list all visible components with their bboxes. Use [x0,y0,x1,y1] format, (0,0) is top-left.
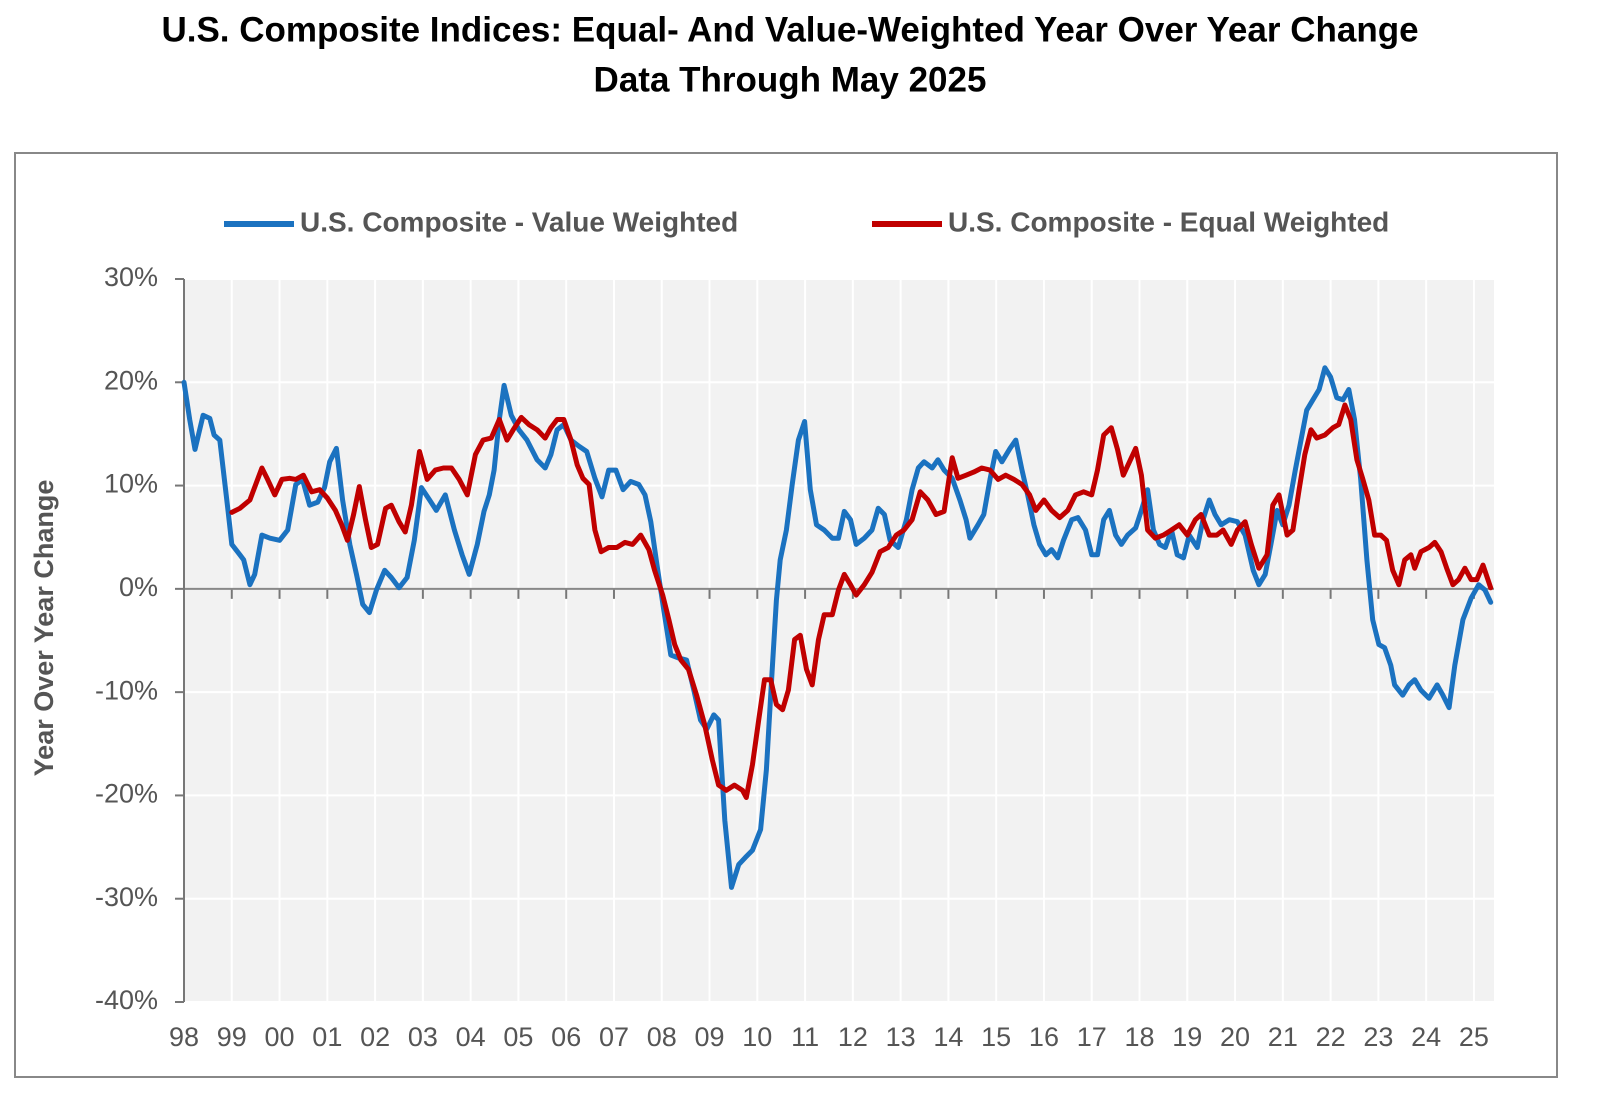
y-tick-label: 10% [104,469,158,499]
x-tick-label: 11 [791,1022,819,1052]
x-tick-label: 22 [1316,1022,1346,1052]
x-tick-label: 20 [1220,1022,1250,1052]
x-tick-label: 05 [503,1022,533,1052]
y-tick-label: 20% [104,365,158,395]
x-tick-label: 15 [981,1022,1011,1052]
y-tick-label: -10% [95,675,158,705]
x-tick-label: 25 [1459,1022,1489,1052]
x-tick-label: 24 [1411,1022,1441,1052]
x-tick-label: 19 [1172,1022,1202,1052]
x-tick-label: 14 [933,1022,963,1052]
x-tick-label: 08 [647,1022,677,1052]
x-tick-label: 16 [1029,1022,1059,1052]
y-tick-label: -20% [95,779,158,809]
y-tick-label: -30% [95,882,158,912]
x-tick-label: 13 [886,1022,916,1052]
x-tick-label: 09 [695,1022,725,1052]
legend-label: U.S. Composite - Value Weighted [300,206,738,237]
y-tick-label: -40% [95,985,158,1015]
chart-title: U.S. Composite Indices: Equal- And Value… [161,10,1418,49]
x-tick-label: 12 [838,1022,868,1052]
x-tick-label: 23 [1363,1022,1393,1052]
chart-subtitle: Data Through May 2025 [594,60,987,99]
x-tick-label: 02 [360,1022,390,1052]
y-tick-label: 30% [104,262,158,292]
y-tick-label: 0% [119,572,158,602]
x-tick-label: 99 [217,1022,247,1052]
x-tick-label: 01 [312,1022,342,1052]
plot-area [184,279,1494,1002]
series-line [229,402,1494,800]
x-tick-label: 98 [169,1022,199,1052]
x-tick-label: 04 [456,1022,486,1052]
y-axis-label: Year Over Year Change [29,480,59,777]
legend-label: U.S. Composite - Equal Weighted [948,206,1389,237]
x-tick-label: 00 [265,1022,295,1052]
x-tick-label: 03 [408,1022,438,1052]
x-tick-label: 18 [1124,1022,1154,1052]
x-tick-label: 10 [742,1022,772,1052]
x-tick-label: 07 [599,1022,629,1052]
x-tick-label: 21 [1268,1022,1298,1052]
x-tick-label: 17 [1077,1022,1107,1052]
x-tick-label: 06 [551,1022,581,1052]
